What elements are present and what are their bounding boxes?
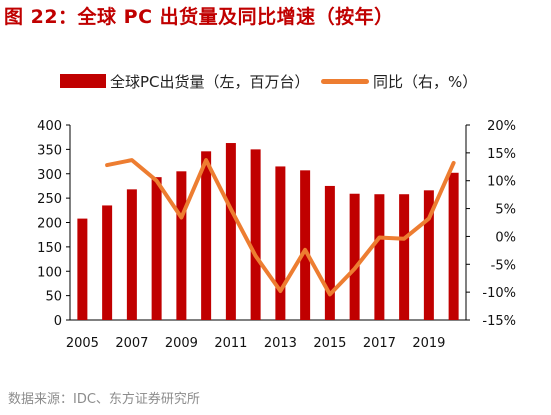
x-tick-label: 2019: [412, 336, 445, 351]
right-tick-label: 5%: [495, 203, 516, 218]
right-tick-label: 15%: [487, 147, 516, 162]
bar-2010: [201, 151, 212, 320]
figure-title: 图 22：全球 PC 出货量及同比增速（按年）: [4, 6, 394, 28]
left-tick-label: 250: [37, 192, 62, 207]
left-tick-label: 100: [37, 265, 62, 280]
right-tick-label: 10%: [487, 175, 516, 190]
left-tick-label: 350: [37, 143, 62, 158]
bar-2007: [126, 189, 137, 320]
left-tick-label: 400: [37, 119, 62, 134]
legend-label-yoy: 同比（右，%）: [373, 73, 478, 91]
bar-2019: [423, 190, 434, 320]
legend-swatch-bar: [60, 74, 106, 88]
x-tick-label: 2017: [363, 336, 396, 351]
bar-2009: [176, 171, 187, 320]
bar-2005: [77, 218, 88, 320]
bar-2017: [374, 194, 385, 320]
x-tick-label: 2009: [165, 336, 198, 351]
right-tick-label: -15%: [482, 314, 516, 329]
right-tick-label: 20%: [487, 119, 516, 134]
bar-2018: [399, 194, 410, 320]
x-tick-label: 2007: [115, 336, 148, 351]
data-source: 数据来源：IDC、东方证券研究所: [8, 392, 200, 407]
bar-2015: [324, 185, 335, 320]
legend-label-shipments: 全球PC出货量（左，百万台）: [110, 73, 310, 91]
bar-2008: [151, 177, 162, 320]
x-tick-label: 2013: [264, 336, 297, 351]
x-tick-label: 2015: [313, 336, 346, 351]
bar-2006: [102, 205, 113, 320]
chart-legend: 全球PC出货量（左，百万台） 同比（右，%）: [0, 68, 551, 94]
x-tick-label: 2005: [66, 336, 99, 351]
left-tick-label: 300: [37, 168, 62, 183]
bar-2011: [225, 143, 236, 320]
right-tick-label: -5%: [491, 258, 516, 273]
bar-2013: [275, 166, 286, 320]
right-tick-label: 0%: [495, 230, 516, 245]
bar-2020: [448, 172, 459, 320]
legend-swatch-line: [321, 79, 369, 84]
left-tick-label: 50: [45, 290, 62, 305]
bar-2016: [349, 193, 360, 320]
left-tick-label: 150: [37, 241, 62, 256]
right-tick-label: -10%: [482, 286, 516, 301]
bar-2014: [300, 170, 311, 320]
left-tick-label: 200: [37, 217, 62, 232]
x-tick-label: 2011: [214, 336, 247, 351]
combo-chart: 0 50 100 150 200 250 300 350 400 -15% -10% -5% 0% 5% 1…: [37, 119, 516, 351]
left-tick-label: 0: [54, 314, 62, 329]
bar-2012: [250, 149, 261, 320]
